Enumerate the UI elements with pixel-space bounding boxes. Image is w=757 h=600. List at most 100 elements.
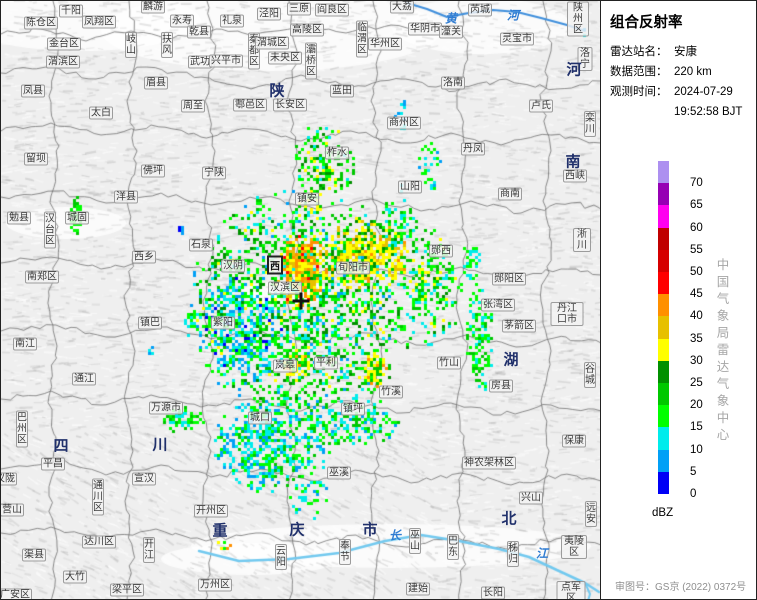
- legend-swatch: [658, 272, 669, 295]
- map-label-county: 栾 川: [584, 111, 596, 137]
- map-label-county: 建始: [406, 582, 430, 596]
- legend-value: 30: [690, 354, 703, 367]
- map-label-county: 汉 台 区: [44, 211, 56, 249]
- legend-swatch: [658, 449, 669, 472]
- map-label-county: 张湾区: [481, 298, 515, 312]
- map-label-province: 陕: [269, 82, 285, 100]
- legend-value: 40: [690, 310, 703, 323]
- map-label-county: 泾阳: [257, 7, 281, 21]
- map-label-county: 金台区: [47, 37, 81, 51]
- legend-value: 35: [690, 332, 703, 345]
- radar-map: 西 千阳 麟游 永寿 凤翔区 陈仓区 乾县 礼泉 泾阳 三原 阎良区 大荔 芮城 陕州区 高陵区 临 渭 区…: [1, 1, 601, 599]
- map-label-county: 旬阳市: [336, 261, 370, 275]
- legend-value: 15: [690, 421, 703, 434]
- map-label-county: 长阳: [481, 586, 505, 599]
- map-label-county: 紫阳: [211, 316, 235, 330]
- map-label-county: 大竹: [63, 570, 87, 584]
- map-label-county: 渭滨区: [46, 55, 80, 69]
- map-label-county: 宁陕: [202, 166, 226, 180]
- station-value: 安康: [674, 46, 697, 58]
- map-label-province: 北: [501, 510, 517, 528]
- station-row: 雷达站名： 安康: [610, 42, 756, 62]
- map-label-province: 川: [152, 436, 168, 454]
- legend-swatch: [658, 338, 669, 361]
- map-label-province: 南: [565, 153, 581, 171]
- legend-value: 0: [690, 488, 697, 500]
- map-label-county: 谷 城: [584, 362, 596, 388]
- range-label: 数据范围：: [610, 66, 668, 78]
- map-label-county: 镇坪: [341, 402, 365, 416]
- map-label-county: 仪陇: [1, 472, 17, 486]
- map-label-county: 阎良区: [315, 3, 349, 17]
- legend-swatch: [658, 249, 669, 272]
- map-label-county: 镇安: [295, 192, 319, 206]
- info-panel: 组合反射率 雷达站名： 安康 数据范围： 220 km 观测时间： 2024-0…: [602, 1, 756, 599]
- map-label-county: 神农架林区: [462, 456, 516, 470]
- map-label-county: 云 阳: [275, 544, 287, 570]
- map-label-county: 西峡: [563, 169, 587, 183]
- map-label-county: 平昌: [41, 457, 65, 471]
- map-label-county: 柞水: [325, 146, 349, 160]
- legend-swatch: [658, 360, 669, 383]
- legend-swatch: [658, 161, 669, 184]
- map-label-county: 淅川: [573, 228, 591, 252]
- map-label-county: 高陵区: [290, 23, 324, 37]
- time-row: 观测时间： 2024-07-29 19:52:58 BJT: [610, 82, 756, 122]
- map-label-county: 镇巴: [138, 316, 162, 330]
- map-label-county: 洛宁: [577, 47, 593, 71]
- map-label-county: 佛坪: [141, 164, 165, 178]
- map-label-county: 南江: [13, 337, 37, 351]
- legend-value: 55: [690, 243, 703, 256]
- map-label-county: 蓝田: [330, 84, 354, 98]
- map-label-county: 兴山: [519, 491, 543, 505]
- map-label-county: 勉县: [7, 211, 31, 225]
- legend-value: 60: [690, 221, 703, 234]
- map-label-county: 扶 风: [161, 32, 173, 58]
- legend-value: 10: [690, 443, 703, 456]
- legend-value: 50: [690, 266, 703, 278]
- map-label-province: 河: [566, 61, 582, 79]
- legend-value: 5: [690, 465, 697, 478]
- map-label-county: 周至: [181, 99, 205, 113]
- map-label-county: 千阳: [59, 4, 83, 18]
- map-label-county: 潼关: [439, 25, 463, 39]
- map-label-county: 汉阴: [221, 259, 245, 273]
- legend-swatch: [658, 227, 669, 250]
- radar-station-cross-marker: [292, 292, 310, 310]
- map-label-county: 华州区: [368, 37, 402, 51]
- map-label-county: 眉县: [144, 76, 168, 90]
- map-label-county: 大荔: [390, 1, 414, 14]
- map-label-county: 商南: [498, 187, 522, 201]
- map-approval-number: 审图号：GS京 (2022) 0372号: [615, 582, 747, 593]
- legend-swatch: [658, 183, 669, 206]
- map-label-river: 长: [388, 528, 402, 543]
- map-label-county: 乾县: [187, 25, 211, 39]
- map-label-river: 河: [506, 8, 520, 23]
- map-label-county: 临 渭 区: [356, 20, 368, 58]
- legend-unit: dBZ: [652, 507, 674, 519]
- legend-swatch: [658, 316, 669, 339]
- map-label-county: 华阴市: [408, 22, 442, 36]
- map-label-county: 夷陵区: [561, 535, 587, 559]
- map-label-county: 广安区: [1, 588, 32, 599]
- time-label: 观测时间：: [610, 86, 668, 98]
- legend-value: 65: [690, 199, 703, 212]
- map-label-province: 市: [362, 521, 378, 539]
- map-label-county: 城口: [248, 411, 272, 425]
- legend-value: 45: [690, 288, 703, 301]
- map-label-county: 城固: [65, 211, 89, 225]
- map-label-county: 芮城: [468, 3, 492, 17]
- map-label-county: 渠县: [22, 548, 46, 562]
- range-row: 数据范围： 220 km: [610, 62, 756, 82]
- map-label-county: 西乡: [132, 250, 156, 264]
- map-label-river: 黄: [444, 11, 458, 26]
- map-label-county: 达川区: [82, 535, 116, 549]
- map-label-county: 灞 桥 区: [305, 42, 317, 80]
- map-label-county: 商州区: [387, 116, 421, 130]
- product-title: 组合反射率: [610, 15, 683, 31]
- map-label-province: 重: [212, 522, 228, 540]
- map-label-county: 岐 山: [125, 32, 137, 58]
- map-label-county: 汉滨区: [268, 281, 302, 295]
- map-label-county: 保康: [562, 434, 586, 448]
